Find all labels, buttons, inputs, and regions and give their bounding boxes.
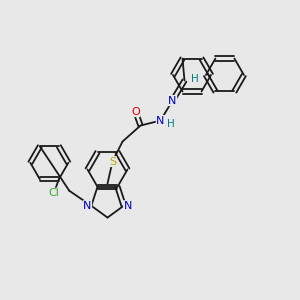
Text: O: O xyxy=(131,106,140,116)
Text: N: N xyxy=(124,201,132,211)
Text: N: N xyxy=(83,201,92,211)
Text: Cl: Cl xyxy=(48,188,59,198)
Text: H: H xyxy=(167,118,174,128)
Text: N: N xyxy=(156,116,165,125)
Text: H: H xyxy=(190,74,198,83)
Text: S: S xyxy=(109,157,116,166)
Text: N: N xyxy=(168,95,177,106)
